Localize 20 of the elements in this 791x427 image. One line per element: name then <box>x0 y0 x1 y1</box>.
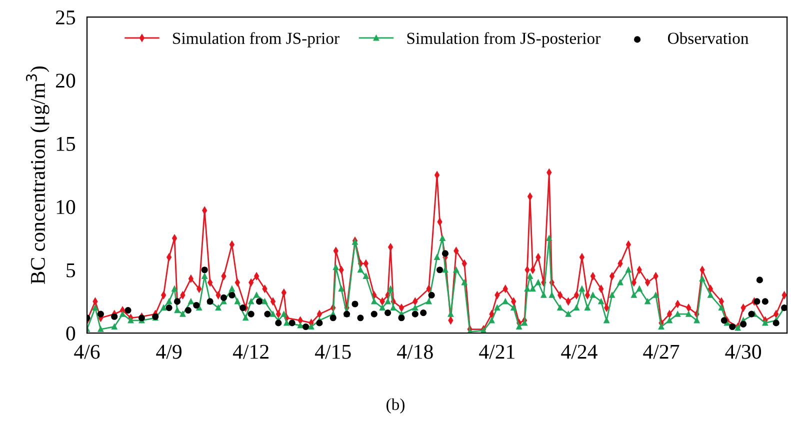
x-tick-label: 4/24 <box>561 344 598 359</box>
y-tick-label: 20 <box>56 74 76 88</box>
x-tick-label: 4/12 <box>232 344 268 359</box>
y-tick-label: 10 <box>56 200 76 214</box>
x-tick-label: 4/18 <box>397 344 433 359</box>
y-tick-label: 0 <box>66 326 76 340</box>
legend-label: Simulation from JS-posterior <box>407 32 600 48</box>
legend-label: Observation <box>668 32 749 44</box>
x-tick-label: 4/30 <box>725 344 762 359</box>
legend-label: Simulation from JS-prior <box>173 32 340 48</box>
y-tick-label: 25 <box>56 10 76 25</box>
x-tick-label: 4/27 <box>643 344 680 359</box>
y-tick-label: 5 <box>66 263 76 278</box>
y-tick-label: 15 <box>56 136 76 151</box>
y-axis-title: BC concentration (μg/m$^{3}$) <box>26 66 50 284</box>
text: (b) <box>386 398 404 414</box>
x-tick-label: 4/9 <box>156 344 182 359</box>
x-tick-label: 4/21 <box>479 344 514 359</box>
x-tick-label: 4/6 <box>74 344 100 359</box>
x-tick-label: 4/15 <box>315 344 351 359</box>
